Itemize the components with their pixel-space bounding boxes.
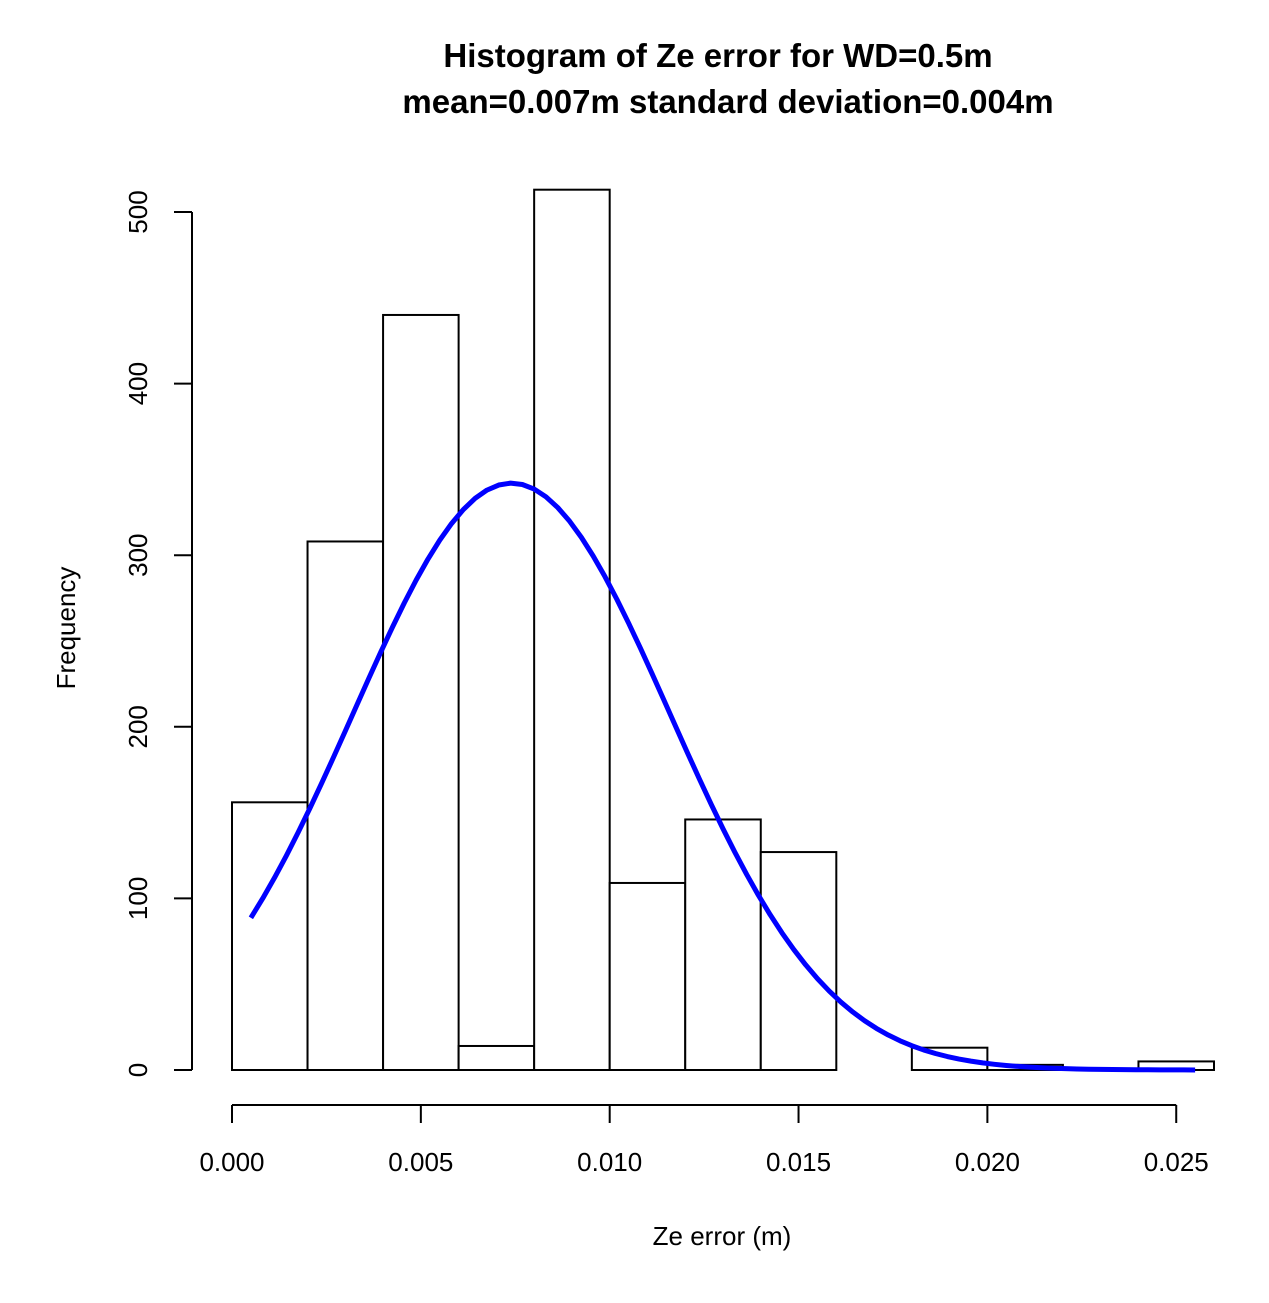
histogram-bar (533, 188, 611, 1071)
y-axis: 0 100 200 300 400 500 (123, 190, 193, 1077)
y-axis-label: Frequency (51, 567, 81, 690)
y-tick-label: 500 (123, 190, 153, 233)
histogram-bar (684, 818, 762, 1071)
chart-title: Histogram of Ze error for WD=0.5m (443, 37, 992, 74)
x-tick-label: 0.005 (388, 1147, 453, 1177)
x-tick-label: 0.015 (766, 1147, 831, 1177)
histogram-bar (231, 801, 309, 1072)
histogram-bar (306, 540, 385, 1071)
x-tick-label: 0.000 (199, 1147, 264, 1177)
x-tick-label: 0.020 (955, 1147, 1020, 1177)
y-tick-label: 400 (123, 362, 153, 405)
x-axis-label: Ze error (m) (653, 1221, 792, 1251)
y-tick-label: 200 (123, 705, 153, 748)
histogram-bar (457, 1044, 536, 1071)
x-tick-label: 0.025 (1144, 1147, 1209, 1177)
x-tick-label: 0.010 (577, 1147, 642, 1177)
y-tick-label: 100 (123, 877, 153, 920)
normal-curve-line (248, 480, 1196, 1073)
normal-curve-layer (248, 480, 1196, 1073)
histogram-bar (608, 881, 687, 1071)
histogram-bar (382, 313, 460, 1071)
y-tick-label: 0 (123, 1063, 153, 1077)
chart-subtitle: mean=0.007m standard deviation=0.004m (402, 83, 1053, 120)
y-tick-label: 300 (123, 534, 153, 577)
histogram-bar (759, 851, 838, 1071)
histogram-bars (231, 188, 1216, 1072)
x-axis: 0.000 0.005 0.010 0.015 0.020 0.025 (199, 1104, 1209, 1177)
